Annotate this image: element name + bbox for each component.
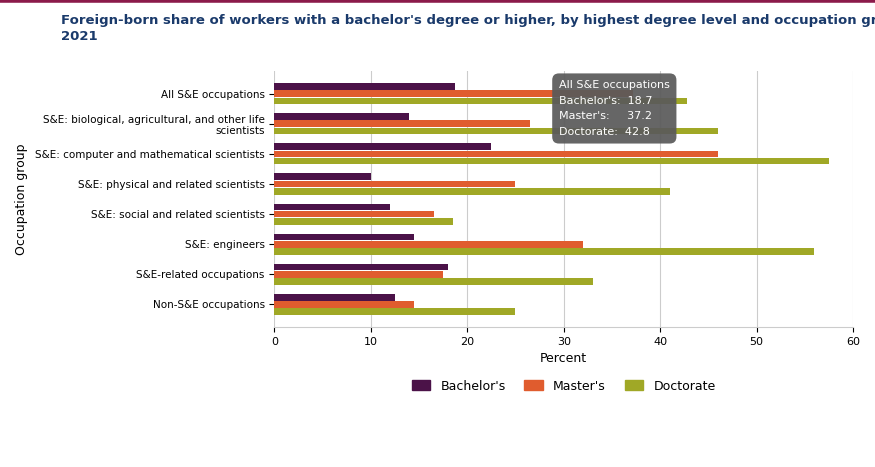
- Bar: [275, 83, 455, 90]
- Bar: [275, 248, 815, 255]
- Bar: [275, 218, 453, 225]
- Bar: [275, 173, 371, 180]
- Text: Foreign-born share of workers with a bachelor's degree or higher, by highest deg: Foreign-born share of workers with a bac…: [61, 14, 875, 43]
- Bar: [275, 301, 414, 308]
- Bar: [275, 211, 433, 218]
- X-axis label: Percent: Percent: [540, 352, 587, 365]
- Bar: [275, 120, 530, 127]
- Bar: [275, 98, 687, 104]
- Bar: [275, 308, 515, 315]
- Bar: [275, 204, 390, 210]
- Bar: [275, 188, 669, 195]
- Bar: [275, 158, 829, 164]
- Bar: [275, 264, 448, 270]
- Text: All S&E occupations
Bachelor's:  18.7
Master's:     37.2
Doctorate:  42.8: All S&E occupations Bachelor's: 18.7 Mas…: [559, 80, 669, 137]
- Bar: [275, 143, 492, 150]
- Legend: Bachelor's, Master's, Doctorate: Bachelor's, Master's, Doctorate: [407, 375, 721, 397]
- Bar: [275, 278, 592, 285]
- Bar: [275, 113, 410, 120]
- Y-axis label: Occupation group: Occupation group: [15, 143, 28, 255]
- Bar: [275, 294, 395, 301]
- Bar: [275, 90, 634, 97]
- Bar: [275, 241, 583, 248]
- Bar: [275, 234, 414, 241]
- Bar: [275, 181, 515, 187]
- Bar: [275, 271, 443, 278]
- Bar: [275, 150, 718, 157]
- Bar: [275, 127, 718, 134]
